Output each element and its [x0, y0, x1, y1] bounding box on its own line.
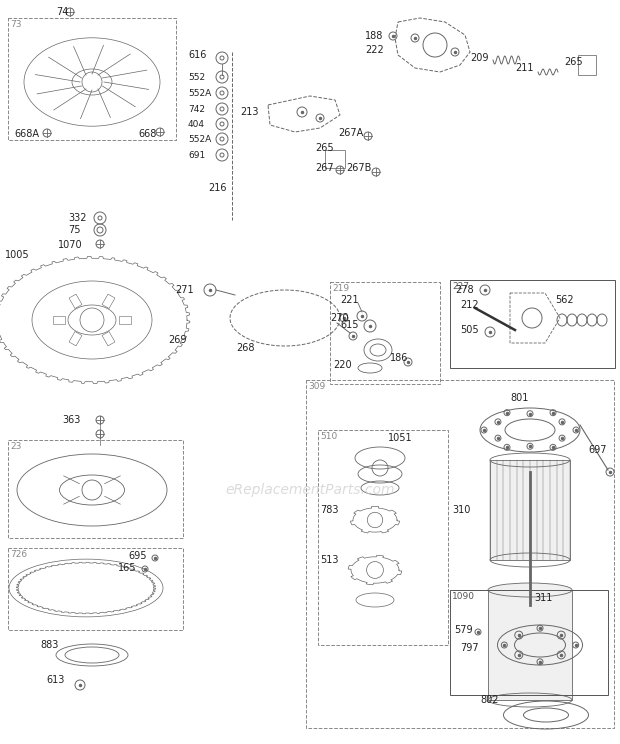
Text: 213: 213	[240, 107, 259, 117]
Bar	[325, 150, 345, 168]
Text: 1005: 1005	[5, 250, 30, 260]
Text: 552A: 552A	[188, 89, 211, 97]
Text: 801: 801	[510, 393, 528, 403]
Text: 742: 742	[188, 104, 205, 114]
Text: 883: 883	[40, 640, 58, 650]
Text: 668A: 668A	[14, 129, 39, 139]
Text: 188: 188	[365, 31, 383, 41]
Text: eReplacementParts.com: eReplacementParts.com	[225, 483, 395, 497]
Text: 579: 579	[454, 625, 472, 635]
Text: 404: 404	[188, 120, 205, 129]
Text: 267: 267	[315, 163, 334, 173]
Text: 209: 209	[470, 53, 489, 63]
Bar	[450, 280, 615, 368]
Text: 219: 219	[332, 284, 349, 293]
Bar	[318, 430, 448, 645]
Text: 75: 75	[68, 225, 81, 235]
Text: 311: 311	[534, 593, 552, 603]
Text: 562: 562	[555, 295, 574, 305]
Text: 270: 270	[330, 313, 348, 323]
Text: 1090: 1090	[452, 592, 475, 601]
Text: 513: 513	[320, 555, 339, 565]
Bar	[450, 590, 608, 695]
Text: 363: 363	[62, 415, 81, 425]
Text: 165: 165	[118, 563, 136, 573]
Text: 802: 802	[480, 695, 498, 705]
Text: 73: 73	[10, 20, 22, 29]
Text: 74: 74	[56, 7, 68, 17]
Bar	[578, 55, 596, 75]
Bar	[102, 332, 115, 346]
Text: 216: 216	[208, 183, 226, 193]
Text: 269: 269	[168, 335, 187, 345]
Text: 221: 221	[340, 295, 358, 305]
Text: 23: 23	[10, 442, 21, 451]
Text: 211: 211	[515, 63, 533, 73]
Text: 1051: 1051	[388, 433, 413, 443]
Text: 1070: 1070	[58, 240, 82, 250]
Bar	[69, 332, 82, 346]
Text: 186: 186	[390, 353, 409, 363]
Text: 268: 268	[236, 343, 254, 353]
Text: 267B: 267B	[346, 163, 371, 173]
Text: 697: 697	[588, 445, 606, 455]
Bar	[119, 316, 131, 324]
Text: 616: 616	[188, 50, 206, 60]
Bar	[8, 18, 176, 140]
Text: 265: 265	[564, 57, 583, 67]
Text: 332: 332	[68, 213, 87, 223]
Bar	[8, 440, 183, 538]
Bar	[306, 380, 614, 728]
Text: 552: 552	[188, 72, 205, 82]
Text: 510: 510	[320, 432, 337, 441]
Text: 220: 220	[333, 360, 352, 370]
Bar	[490, 460, 570, 560]
Text: 271: 271	[175, 285, 193, 295]
Text: 783: 783	[320, 505, 339, 515]
Text: 222: 222	[365, 45, 384, 55]
Bar	[53, 316, 65, 324]
Text: 552A: 552A	[188, 135, 211, 144]
Ellipse shape	[488, 583, 572, 597]
Text: 505: 505	[460, 325, 479, 335]
Text: 695: 695	[128, 551, 146, 561]
Text: 267A: 267A	[338, 128, 363, 138]
Text: 691: 691	[188, 150, 205, 159]
Bar	[330, 282, 440, 384]
Bar	[488, 590, 572, 700]
Text: 613: 613	[46, 675, 64, 685]
Text: 278: 278	[455, 285, 474, 295]
Bar	[69, 294, 82, 309]
Bar	[8, 548, 183, 630]
Text: 668: 668	[138, 129, 156, 139]
Text: 797: 797	[460, 643, 479, 653]
Text: 309: 309	[308, 382, 326, 391]
Text: 227: 227	[452, 282, 469, 291]
Bar	[102, 294, 115, 309]
Text: 726: 726	[10, 550, 27, 559]
Text: 615: 615	[340, 320, 358, 330]
Text: 310: 310	[452, 505, 471, 515]
Text: 212: 212	[460, 300, 479, 310]
Text: 265: 265	[315, 143, 334, 153]
